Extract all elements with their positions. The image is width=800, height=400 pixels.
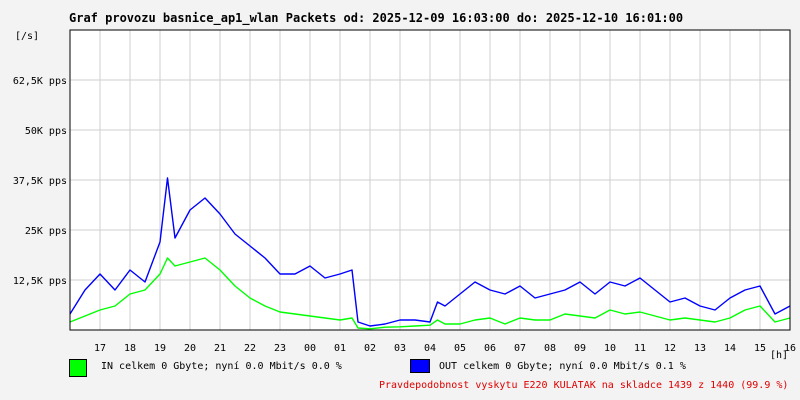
legend-out-swatch: [410, 359, 430, 373]
y-unit-label: [/s]: [15, 31, 40, 42]
x-tick-label: 10: [604, 343, 616, 354]
x-tick-label: 12: [664, 343, 676, 354]
x-tick-label: 18: [124, 343, 136, 354]
x-tick-label: 21: [214, 343, 226, 354]
x-tick-label: 03: [394, 343, 406, 354]
x-tick-label: 13: [694, 343, 706, 354]
x-tick-label: 04: [424, 343, 436, 354]
x-tick-label: 16: [784, 343, 796, 354]
x-tick-label: 08: [544, 343, 556, 354]
x-tick-label: 11: [634, 343, 646, 354]
y-tick-label: 50K pps: [25, 126, 67, 137]
y-tick-label: 37,5K pps: [13, 176, 67, 187]
x-unit-label: [h]: [770, 350, 789, 361]
y-tick-label: 25K pps: [25, 226, 67, 237]
x-tick-label: 14: [724, 343, 736, 354]
x-tick-label: 19: [154, 343, 166, 354]
x-tick-label: 05: [454, 343, 466, 354]
x-tick-label: 00: [304, 343, 316, 354]
x-tick-label: 06: [484, 343, 496, 354]
x-tick-label: 15: [754, 343, 766, 354]
x-tick-label: 07: [514, 343, 526, 354]
x-tick-label: 20: [184, 343, 196, 354]
x-tick-label: 22: [244, 343, 256, 354]
chart-title: Graf provozu basnice_ap1_wlan Packets od…: [69, 11, 684, 25]
series-line-in: [69, 257, 791, 330]
x-tick-label: 17: [94, 343, 106, 354]
legend-in-swatch: [69, 359, 87, 377]
x-tick-label: 01: [334, 343, 346, 354]
y-tick-label: 62,5K pps: [13, 76, 67, 87]
x-tick-label: 23: [274, 343, 286, 354]
probability-note: Pravdepodobnost vyskytu E220 KULATAK na …: [379, 380, 789, 391]
x-tick-label: 02: [364, 343, 376, 354]
legend-out-label: OUT celkem 0 Gbyte; nyní 0.0 Mbit/s 0.1 …: [439, 361, 686, 372]
series-line-out: [69, 177, 791, 327]
plot-border: [69, 29, 791, 331]
y-tick-label: 12,5K pps: [13, 276, 67, 287]
x-tick-label: 09: [574, 343, 586, 354]
legend-in-label: IN celkem 0 Gbyte; nyní 0.0 Mbit/s 0.0 %: [101, 361, 342, 372]
